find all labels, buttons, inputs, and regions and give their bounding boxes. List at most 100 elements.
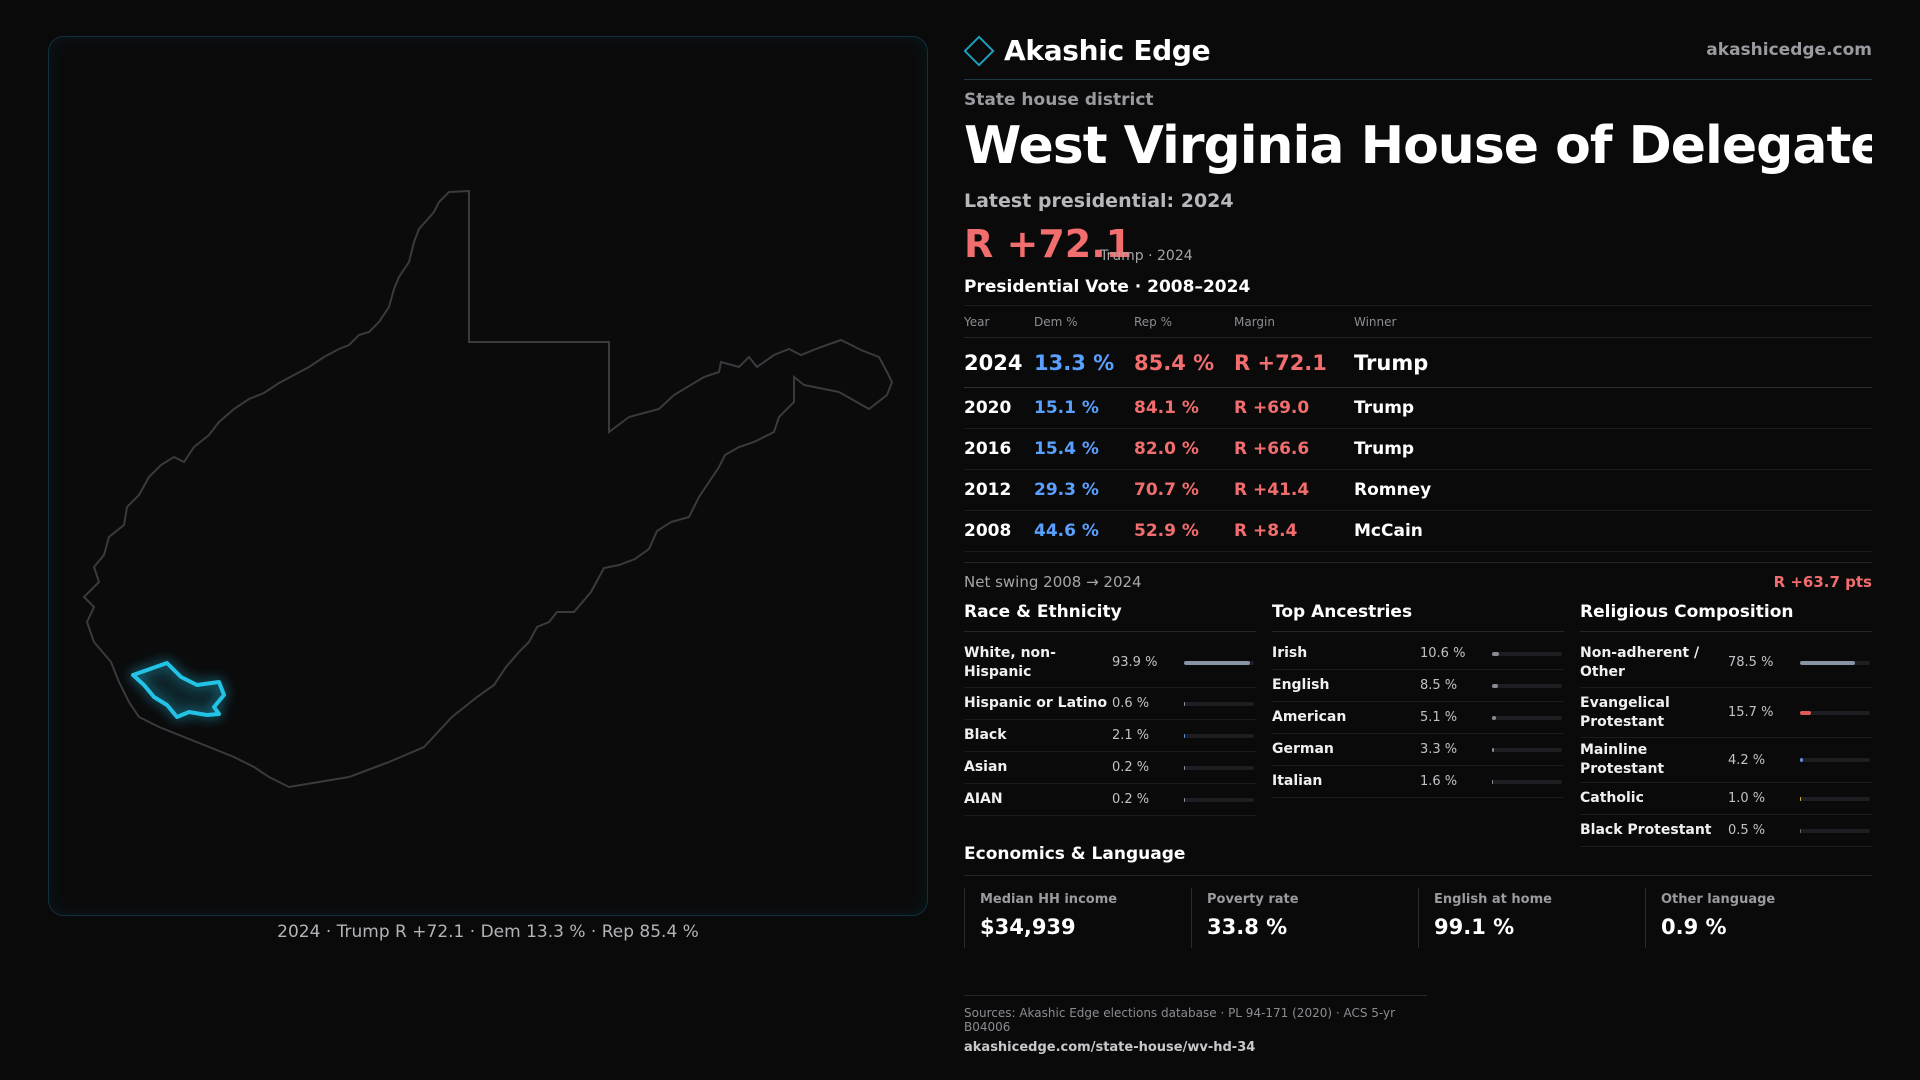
item-value: 15.7 % [1728, 705, 1774, 720]
item-bar [1492, 779, 1562, 784]
cell-year: 2008 [964, 510, 1034, 552]
cell-rep: 70.7 % [1134, 469, 1234, 511]
cell-rep: 82.0 % [1134, 428, 1234, 470]
item-value: 1.0 % [1728, 791, 1766, 806]
item-value: 2.1 % [1112, 728, 1150, 743]
list-item: Hispanic or Latino 0.6 % [964, 688, 1256, 720]
item-value: 1.6 % [1420, 774, 1458, 789]
bar-fill [1492, 651, 1500, 656]
bar-fill [1492, 779, 1494, 784]
bar-fill [1184, 733, 1186, 738]
col-year: Year [964, 305, 1034, 338]
bar-fill [1800, 660, 1855, 665]
item-label: Italian [1272, 773, 1323, 789]
net-swing-value: R +63.7 pts [1773, 573, 1872, 591]
econ-value: 33.8 % [1207, 915, 1288, 939]
item-bar [1184, 701, 1254, 706]
item-value: 0.5 % [1728, 823, 1766, 838]
list-item: Mainline Protestant 4.2 % [1580, 738, 1872, 783]
cell-dem: 15.4 % [1034, 428, 1134, 470]
item-value: 0.6 % [1112, 696, 1150, 711]
table-row: 2024 13.3 % 85.4 % R +72.1 Trump [964, 337, 1872, 388]
table-row: 2008 44.6 % 52.9 % R +8.4 McCain [964, 510, 1872, 552]
econ-value: 0.9 % [1661, 915, 1727, 939]
ancestry-title: Top Ancestries [1272, 602, 1564, 632]
item-label: Hispanic or Latino [964, 695, 1108, 711]
economics-grid: Median HH income $34,939 Poverty rate 33… [964, 888, 1872, 948]
cell-rep: 85.4 % [1134, 337, 1234, 388]
item-value: 93.9 % [1112, 655, 1158, 670]
bar-fill [1800, 796, 1801, 801]
cell-winner: Romney [1354, 469, 1872, 511]
col-dem: Dem % [1034, 305, 1134, 338]
econ-cell: Poverty rate 33.8 % [1191, 888, 1418, 948]
header: Akashic Edge akashicedge.com [964, 30, 1872, 80]
site-link[interactable]: akashicedge.com [1706, 40, 1872, 60]
map-caption: 2024 · Trump R +72.1 · Dem 13.3 % · Rep … [277, 922, 699, 942]
cell-margin: R +41.4 [1234, 469, 1354, 511]
cell-rep: 52.9 % [1134, 510, 1234, 552]
page-title: West Virginia House of Delegates Distric… [964, 116, 1872, 176]
cell-margin: R +66.6 [1234, 428, 1354, 470]
item-bar [1184, 797, 1254, 802]
list-item: Black 2.1 % [964, 720, 1256, 752]
cell-year: 2012 [964, 469, 1034, 511]
item-bar [1800, 660, 1870, 665]
table-row: 2016 15.4 % 82.0 % R +66.6 Trump [964, 428, 1872, 470]
item-bar [1184, 660, 1254, 665]
list-item: Irish 10.6 % [1272, 638, 1564, 670]
item-label: German [1272, 741, 1334, 757]
bar-fill [1800, 758, 1803, 762]
list-item: AIAN 0.2 % [964, 784, 1256, 816]
map-panel[interactable] [48, 36, 928, 916]
econ-value: $34,939 [980, 915, 1076, 939]
econ-cell: Median HH income $34,939 [964, 888, 1191, 948]
bar-fill [1492, 715, 1496, 720]
econ-label: English at home [1434, 892, 1552, 907]
list-item: English 8.5 % [1272, 670, 1564, 702]
cell-winner: McCain [1354, 510, 1872, 552]
cell-winner: Trump [1354, 387, 1872, 429]
presidential-table-title: Presidential Vote · 2008–2024 [964, 277, 1251, 297]
econ-label: Other language [1661, 892, 1776, 907]
latest-margin-sub: Trump · 2024 [1100, 248, 1193, 264]
item-bar [1800, 758, 1870, 762]
item-value: 10.6 % [1420, 646, 1466, 661]
brand[interactable]: Akashic Edge [964, 34, 1211, 67]
cell-margin: R +8.4 [1234, 510, 1354, 552]
item-label: English [1272, 677, 1330, 693]
religion-title: Religious Composition [1580, 602, 1872, 632]
item-value: 0.2 % [1112, 792, 1150, 807]
sources-url[interactable]: akashicedge.com/state-house/wv-hd-34 [964, 1040, 1256, 1055]
table-row: 2020 15.1 % 84.1 % R +69.0 Trump [964, 387, 1872, 429]
district-highlight[interactable] [131, 661, 226, 719]
latest-presidential-label: Latest presidential: 2024 [964, 190, 1234, 212]
col-margin: Margin [1234, 305, 1354, 338]
list-item: German 3.3 % [1272, 734, 1564, 766]
item-value: 8.5 % [1420, 678, 1458, 693]
cell-dem: 15.1 % [1034, 387, 1134, 429]
econ-label: Poverty rate [1207, 892, 1299, 907]
list-item: Asian 0.2 % [964, 752, 1256, 784]
page-kicker: State house district [964, 90, 1154, 110]
bar-fill [1184, 797, 1185, 802]
item-label: Black [964, 727, 1007, 743]
cell-margin: R +72.1 [1234, 337, 1354, 388]
brand-name: Akashic Edge [1004, 34, 1211, 67]
item-label: Irish [1272, 645, 1308, 661]
item-bar [1492, 651, 1562, 656]
detail-panel: Akashic Edge akashicedge.com State house… [964, 0, 1872, 1080]
state-map[interactable] [49, 37, 929, 917]
cell-dem: 29.3 % [1034, 469, 1134, 511]
item-value: 78.5 % [1728, 655, 1774, 670]
cell-dem: 44.6 % [1034, 510, 1134, 552]
bar-fill [1492, 747, 1495, 752]
cell-year: 2016 [964, 428, 1034, 470]
item-bar [1492, 715, 1562, 720]
religion-section: Religious Composition Non-adherent / Oth… [1580, 602, 1872, 847]
latest-margin: R +72.1 [964, 222, 1133, 266]
item-bar [1492, 747, 1562, 752]
item-label: Mainline Protestant [1580, 742, 1665, 777]
econ-cell: Other language 0.9 % [1645, 888, 1872, 948]
item-value: 4.2 % [1728, 752, 1766, 768]
